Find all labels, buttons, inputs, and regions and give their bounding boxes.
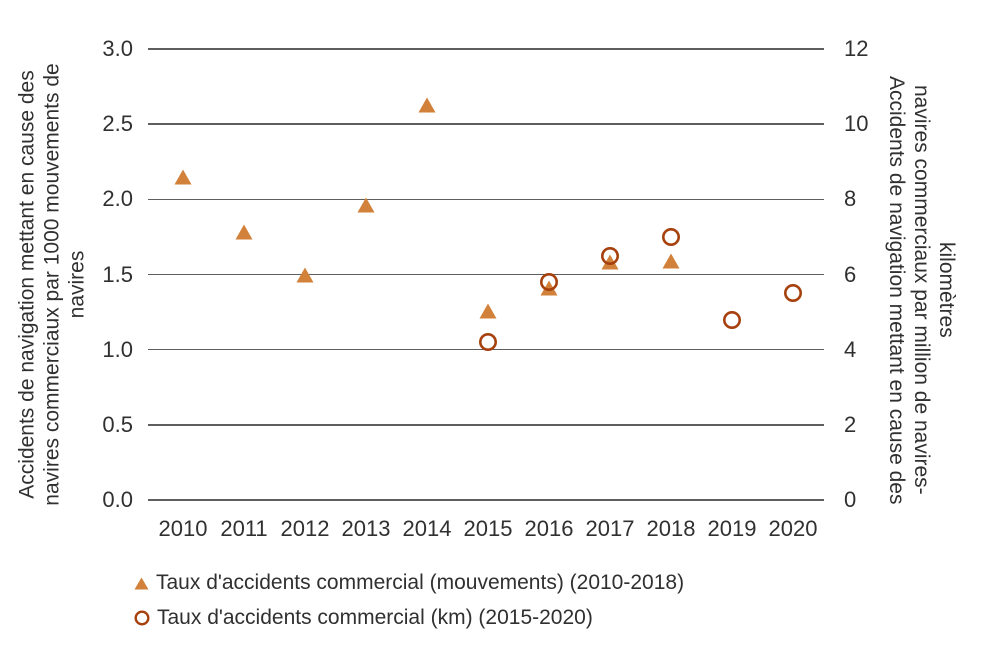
- triangle-marker-2012: [296, 267, 314, 283]
- circle-marker-2016: [540, 273, 559, 292]
- legend-item-km: Taux d'accidents commercial (km) (2015-2…: [134, 603, 593, 633]
- open-circle-legend-icon: [134, 610, 150, 626]
- legend-label-mouvements: Taux d'accidents commercial (mouvements)…: [156, 571, 685, 594]
- x-axis-label-2014: 2014: [402, 516, 452, 541]
- left-axis-tick-1.5: 1.5: [102, 261, 133, 287]
- right-axis-tick-2: 2: [844, 411, 857, 437]
- triangle-marker-2011: [235, 224, 253, 240]
- circle-marker-2019: [723, 310, 742, 329]
- gridline-2.0: [148, 198, 824, 201]
- circle-marker-2020: [784, 284, 803, 303]
- legend-label-km: Taux d'accidents commercial (km) (2015-2…: [157, 606, 593, 629]
- left-axis-tick-0.0: 0.0: [102, 487, 133, 512]
- circle-marker-2015: [479, 333, 498, 352]
- left-axis-tick-3.0: 3.0: [102, 36, 133, 61]
- x-axis-label-2010: 2010: [158, 516, 208, 541]
- gridline-2.5: [148, 123, 824, 125]
- x-axis-label-2018: 2018: [646, 516, 696, 541]
- triangle-marker-2014: [418, 97, 436, 113]
- filled-triangle-legend-icon: [134, 577, 149, 590]
- left-axis-tick-1.0: 1.0: [102, 336, 133, 362]
- x-axis-label-2017: 2017: [585, 516, 635, 541]
- triangle-marker-2016: [540, 280, 558, 296]
- right-axis-tick-4: 4: [844, 336, 857, 362]
- right-axis-title: Accidents de navigation mettant en cause…: [885, 75, 958, 505]
- gridline-3.0: [148, 48, 824, 50]
- x-axis-label-2016: 2016: [524, 516, 574, 541]
- x-axis-label-2012: 2012: [280, 516, 330, 541]
- gridline-0.5: [148, 424, 824, 426]
- x-axis-label-2015: 2015: [463, 516, 513, 541]
- legend-item-mouvements: Taux d'accidents commercial (mouvements)…: [134, 568, 684, 598]
- left-axis-tick-0.5: 0.5: [102, 411, 133, 437]
- gridline-1.5: [148, 273, 824, 276]
- triangle-marker-2018: [662, 253, 680, 269]
- triangle-marker-2010: [174, 169, 192, 185]
- x-axis-label-2013: 2013: [341, 516, 391, 541]
- right-axis-tick-0: 0: [844, 487, 857, 512]
- circle-marker-2017: [601, 246, 620, 265]
- x-axis-label-2019: 2019: [707, 516, 757, 541]
- x-axis-label-2011: 2011: [220, 516, 268, 541]
- right-axis-tick-10: 10: [844, 111, 869, 137]
- right-axis-tick-12: 12: [844, 36, 869, 61]
- triangle-marker-2013: [357, 197, 375, 213]
- right-axis-tick-6: 6: [844, 261, 857, 287]
- circle-marker-2018: [662, 227, 681, 246]
- triangle-marker-2015: [479, 303, 497, 319]
- gridline-0.0: [148, 499, 824, 501]
- x-axis-label-2020: 2020: [768, 516, 818, 541]
- left-axis-tick-2.5: 2.5: [102, 111, 133, 137]
- right-axis-tick-8: 8: [844, 186, 857, 212]
- left-axis-tick-2.0: 2.0: [102, 186, 133, 212]
